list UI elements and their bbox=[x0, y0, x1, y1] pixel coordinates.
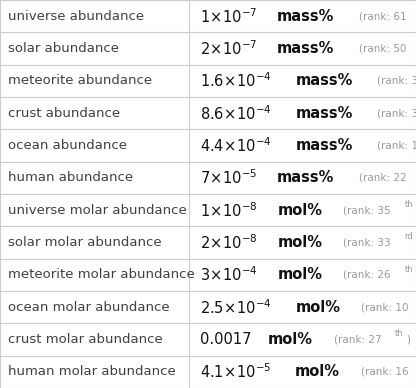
Text: mol%: mol% bbox=[295, 300, 341, 315]
Text: (rank: 10: (rank: 10 bbox=[361, 302, 409, 312]
Text: universe molar abundance: universe molar abundance bbox=[8, 204, 187, 217]
Text: $2\!\times\!10^{-8}$: $2\!\times\!10^{-8}$ bbox=[200, 233, 258, 252]
Text: $1\!\times\!10^{-8}$: $1\!\times\!10^{-8}$ bbox=[200, 201, 258, 220]
Text: (rank: 61: (rank: 61 bbox=[359, 11, 406, 21]
Text: solar abundance: solar abundance bbox=[8, 42, 119, 55]
Text: solar molar abundance: solar molar abundance bbox=[8, 236, 162, 249]
Text: $7\!\times\!10^{-5}$: $7\!\times\!10^{-5}$ bbox=[200, 168, 257, 187]
Text: (rank: 22: (rank: 22 bbox=[359, 173, 406, 183]
Text: meteorite molar abundance: meteorite molar abundance bbox=[8, 268, 195, 281]
Text: $2\!\times\!10^{-7}$: $2\!\times\!10^{-7}$ bbox=[200, 39, 257, 58]
Text: mass%: mass% bbox=[277, 41, 334, 56]
Text: mass%: mass% bbox=[277, 9, 334, 24]
Text: (rank: 11: (rank: 11 bbox=[377, 140, 416, 151]
Text: mol%: mol% bbox=[277, 203, 322, 218]
Text: (rank: 16: (rank: 16 bbox=[361, 367, 409, 377]
Text: mol%: mol% bbox=[277, 235, 322, 250]
Text: mol%: mol% bbox=[268, 332, 313, 347]
Text: (rank: 33: (rank: 33 bbox=[343, 237, 391, 248]
Text: $1.6\!\times\!10^{-4}$: $1.6\!\times\!10^{-4}$ bbox=[200, 71, 271, 90]
Text: (rank: 26: (rank: 26 bbox=[343, 270, 391, 280]
Text: $3\!\times\!10^{-4}$: $3\!\times\!10^{-4}$ bbox=[200, 265, 258, 284]
Text: $4.4\!\times\!10^{-4}$: $4.4\!\times\!10^{-4}$ bbox=[200, 136, 271, 155]
Text: mol%: mol% bbox=[295, 364, 340, 379]
Text: $4.1\!\times\!10^{-5}$: $4.1\!\times\!10^{-5}$ bbox=[200, 362, 271, 381]
Text: mass%: mass% bbox=[277, 170, 334, 185]
Text: crust molar abundance: crust molar abundance bbox=[8, 333, 163, 346]
Text: (rank: 36: (rank: 36 bbox=[377, 76, 416, 86]
Text: rd: rd bbox=[404, 232, 413, 241]
Text: th: th bbox=[395, 329, 404, 338]
Text: human molar abundance: human molar abundance bbox=[8, 365, 176, 378]
Text: $2.5\!\times\!10^{-4}$: $2.5\!\times\!10^{-4}$ bbox=[200, 298, 271, 317]
Text: th: th bbox=[404, 200, 413, 209]
Text: $8.6\!\times\!10^{-4}$: $8.6\!\times\!10^{-4}$ bbox=[200, 104, 271, 123]
Text: meteorite abundance: meteorite abundance bbox=[8, 74, 152, 87]
Text: universe abundance: universe abundance bbox=[8, 10, 144, 23]
Text: human abundance: human abundance bbox=[8, 171, 134, 184]
Text: ocean molar abundance: ocean molar abundance bbox=[8, 301, 170, 314]
Text: (rank: 35: (rank: 35 bbox=[343, 205, 391, 215]
Text: 0.0017: 0.0017 bbox=[200, 332, 251, 347]
Text: crust abundance: crust abundance bbox=[8, 107, 121, 120]
Text: (rank: 37: (rank: 37 bbox=[377, 108, 416, 118]
Text: mass%: mass% bbox=[295, 106, 353, 121]
Text: mass%: mass% bbox=[295, 138, 353, 153]
Text: th: th bbox=[404, 265, 413, 274]
Text: mol%: mol% bbox=[277, 267, 322, 282]
Text: $1\!\times\!10^{-7}$: $1\!\times\!10^{-7}$ bbox=[200, 7, 257, 26]
Text: (rank: 50: (rank: 50 bbox=[359, 43, 406, 54]
Text: mass%: mass% bbox=[295, 73, 353, 88]
Text: (rank: 27: (rank: 27 bbox=[334, 334, 381, 345]
Text: ): ) bbox=[406, 334, 410, 345]
Text: ocean abundance: ocean abundance bbox=[8, 139, 127, 152]
